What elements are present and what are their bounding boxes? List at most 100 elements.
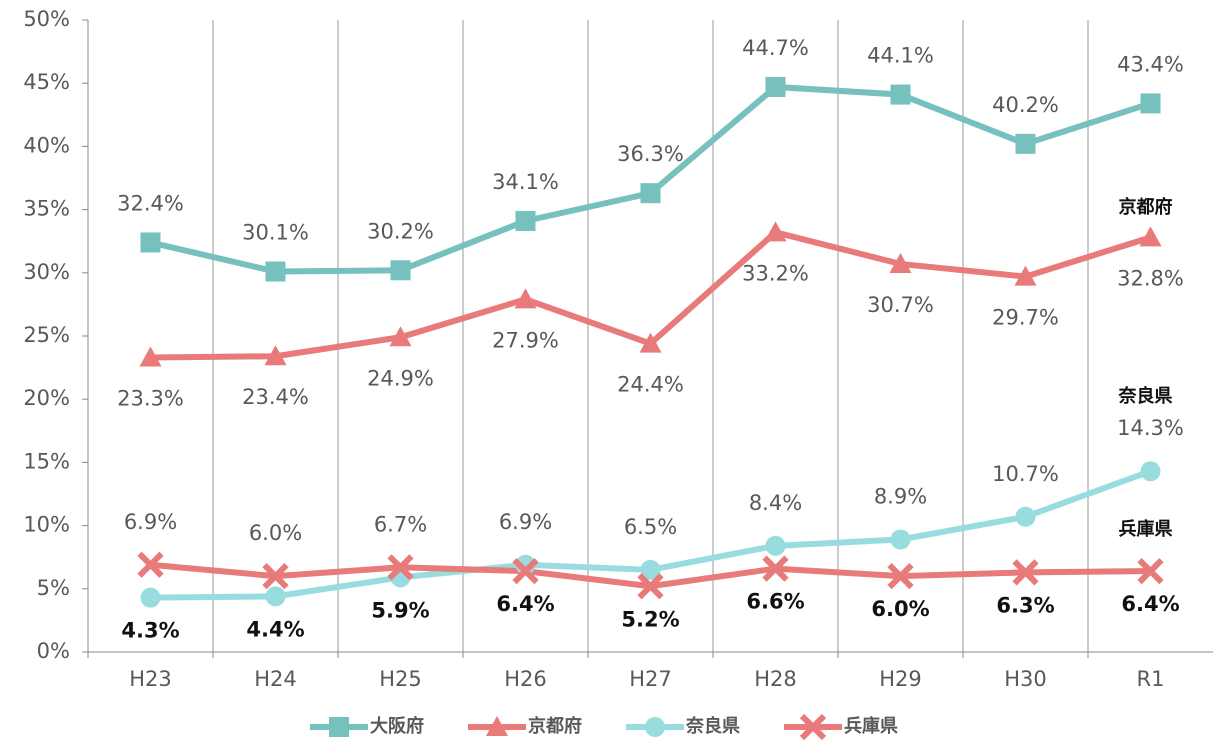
marker — [889, 252, 912, 273]
x-tick-label: H27 — [629, 667, 672, 691]
data-label: 34.1% — [492, 170, 559, 194]
marker — [1139, 226, 1162, 247]
data-label: 30.1% — [242, 221, 309, 245]
data-label: 23.4% — [242, 385, 309, 409]
data-label: 30.7% — [867, 293, 934, 317]
marker — [329, 717, 349, 737]
y-tick-label: 50% — [23, 7, 70, 31]
x-tick-label: H24 — [254, 667, 297, 691]
series-annotation: 兵庫県 — [1119, 518, 1173, 540]
data-label: 6.9% — [499, 510, 552, 534]
marker — [1014, 265, 1037, 286]
data-label: 40.2% — [992, 93, 1059, 117]
data-label: 5.9% — [371, 598, 429, 622]
marker — [765, 76, 786, 97]
marker — [139, 346, 162, 367]
marker — [799, 713, 827, 741]
x-tick-label: H25 — [379, 667, 422, 691]
marker — [640, 559, 661, 580]
marker — [639, 332, 662, 353]
data-label: 6.3% — [996, 593, 1054, 617]
marker — [515, 210, 536, 231]
data-label: 6.0% — [871, 597, 929, 621]
data-label: 30.2% — [367, 219, 434, 243]
data-label: 4.3% — [121, 619, 179, 643]
marker — [890, 84, 911, 105]
y-tick-label: 45% — [23, 70, 70, 94]
data-label: 32.8% — [1117, 266, 1184, 290]
marker — [390, 260, 411, 281]
data-label: 44.7% — [742, 36, 809, 60]
marker — [140, 587, 161, 608]
data-label: 24.9% — [367, 366, 434, 390]
data-label: 6.0% — [249, 521, 302, 545]
data-label: 43.4% — [1117, 52, 1184, 76]
y-tick-label: 25% — [23, 323, 70, 347]
x-tick-label: H30 — [1004, 667, 1047, 691]
data-label: 24.4% — [617, 373, 684, 397]
marker — [887, 563, 914, 590]
data-label: 14.3% — [1117, 416, 1184, 440]
legend-label: 京都府 — [528, 715, 582, 737]
marker — [264, 345, 287, 366]
data-label: 44.1% — [867, 44, 934, 68]
data-label: 6.6% — [746, 590, 804, 614]
marker — [1140, 461, 1161, 482]
marker — [762, 555, 789, 582]
marker — [640, 183, 661, 204]
x-tick-label: H26 — [504, 667, 547, 691]
data-label: 8.9% — [874, 485, 927, 509]
x-tick-label: H28 — [754, 667, 797, 691]
y-tick-label: 35% — [23, 197, 70, 221]
y-tick-label: 10% — [23, 513, 70, 537]
y-tick-label: 30% — [23, 260, 70, 284]
marker — [262, 563, 289, 590]
marker — [137, 551, 164, 578]
data-label: 4.4% — [246, 617, 304, 641]
data-label: 6.5% — [624, 515, 677, 539]
data-label: 23.3% — [117, 386, 184, 410]
data-label: 5.2% — [621, 607, 679, 631]
marker — [389, 326, 412, 347]
legend-label: 奈良県 — [685, 715, 740, 737]
marker — [140, 232, 161, 253]
data-label: 8.4% — [749, 491, 802, 515]
marker — [265, 586, 286, 607]
data-label: 6.4% — [496, 592, 554, 616]
marker — [1015, 506, 1036, 527]
marker — [1012, 559, 1039, 586]
data-label: 6.4% — [1121, 592, 1179, 616]
y-tick-label: 15% — [23, 449, 70, 473]
y-tick-label: 5% — [37, 576, 70, 600]
marker — [890, 529, 911, 550]
x-tick-label: H29 — [879, 667, 922, 691]
x-tick-label: R1 — [1137, 667, 1165, 691]
marker — [387, 554, 414, 581]
x-tick-label: H23 — [129, 667, 172, 691]
data-label: 6.7% — [374, 512, 427, 536]
data-label: 10.7% — [992, 462, 1059, 486]
y-tick-label: 20% — [23, 386, 70, 410]
marker — [265, 261, 286, 282]
marker — [764, 221, 787, 242]
data-label: 27.9% — [492, 328, 559, 352]
marker — [1140, 93, 1161, 114]
y-tick-label: 0% — [37, 639, 70, 663]
series-annotation: 京都府 — [1119, 196, 1173, 218]
data-label: 36.3% — [617, 142, 684, 166]
data-label: 6.9% — [124, 510, 177, 534]
marker — [637, 573, 664, 600]
marker — [512, 557, 539, 585]
legend-label: 兵庫県 — [844, 715, 898, 737]
marker — [1137, 557, 1164, 585]
data-label: 33.2% — [742, 261, 809, 285]
data-label: 29.7% — [992, 306, 1059, 330]
marker — [1015, 133, 1036, 154]
marker — [645, 717, 665, 737]
series-annotation: 奈良県 — [1118, 385, 1173, 407]
data-label: 32.4% — [117, 191, 184, 215]
y-tick-label: 40% — [23, 133, 70, 157]
marker — [486, 716, 508, 736]
legend-label: 大阪府 — [370, 715, 424, 737]
